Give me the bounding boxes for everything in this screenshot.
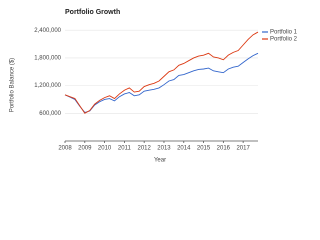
x-tick-label: 2009 [78,146,92,152]
x-tick-label: 2014 [177,146,191,152]
x-tick-label: 2010 [98,146,112,152]
y-tick-label: 2,400,000 [34,28,61,34]
y-tick-label: 1,200,000 [34,83,61,89]
x-tick-label: 2015 [197,146,211,152]
x-tick-label: 2017 [236,146,250,152]
x-axis-title: Year [154,158,166,164]
x-tick-label: 2011 [118,146,132,152]
series-line [64,52,259,113]
x-tick-label: 2013 [157,146,171,152]
y-axis-title: Portfolio Balance ($) [10,58,16,112]
x-tick-label: 2016 [217,146,231,152]
chart: Portfolio Growth Year Portfolio Balance … [10,9,298,164]
series-line [64,31,259,114]
x-tick-label: 2012 [137,146,151,152]
x-tick-label: 2008 [58,146,72,152]
y-tick-label: 600,000 [39,111,61,117]
chart-title: Portfolio Growth [65,9,120,16]
legend-label: Portfolio 2 [270,37,298,43]
y-tick-label: 1,800,000 [34,56,61,62]
legend-label: Portfolio 1 [270,30,298,36]
